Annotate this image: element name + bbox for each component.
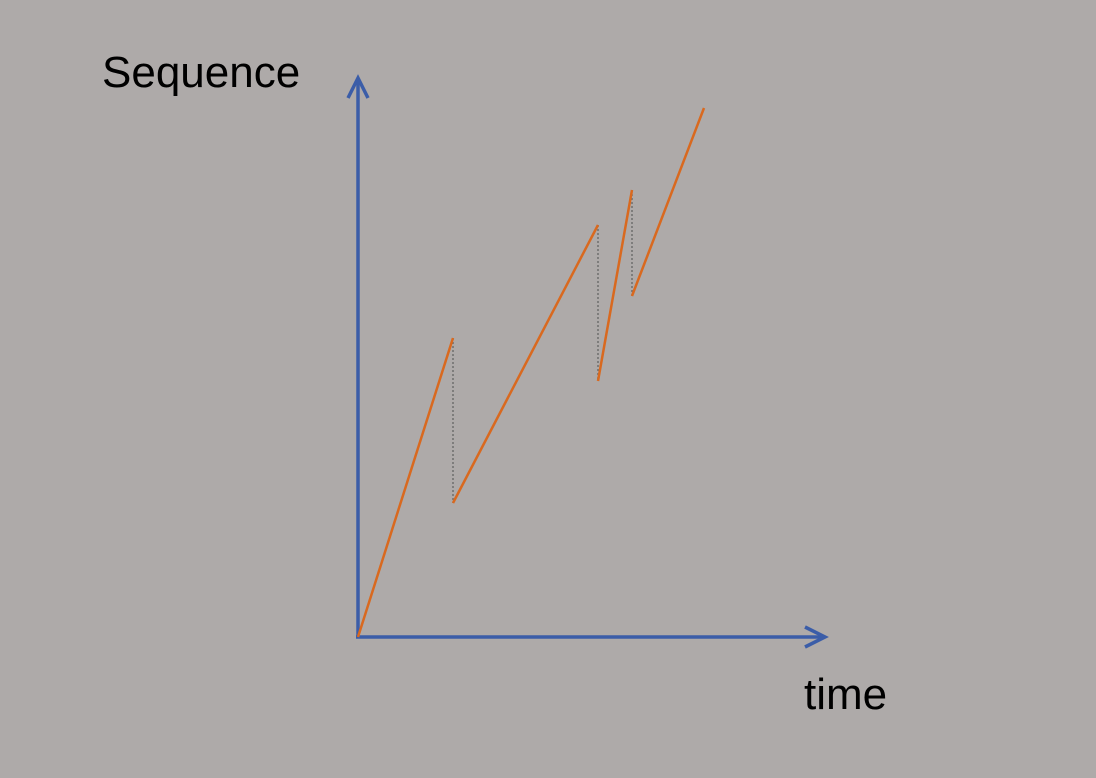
- x-axis-arrow: [804, 625, 829, 649]
- x-axis-label: time: [804, 670, 887, 719]
- y-axis-label: Sequence: [102, 48, 300, 97]
- sequence-segment: [596, 189, 634, 382]
- sequence-segments: [356, 107, 706, 638]
- y-axis-arrow: [346, 74, 370, 99]
- reset-lines: [452, 190, 633, 503]
- sequence-segment: [356, 337, 455, 638]
- sequence-segment: [630, 107, 706, 297]
- sequence-segment: [451, 224, 600, 504]
